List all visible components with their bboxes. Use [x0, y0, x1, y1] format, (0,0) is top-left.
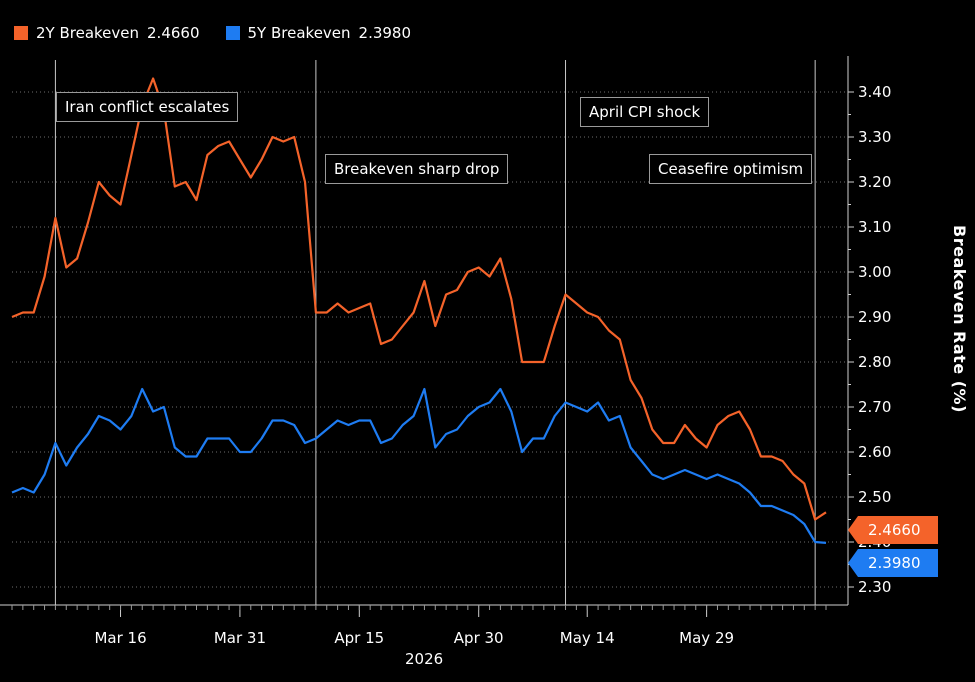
y-tick-label: 3.30 [858, 128, 891, 146]
y-tick-label: 3.20 [858, 173, 891, 191]
annotation-april-cpi: April CPI shock [580, 97, 710, 127]
axes [0, 56, 854, 617]
y-tick-labels: 3.40 3.30 3.20 3.10 3.00 2.90 2.80 2.70 2.60 2.50… [858, 83, 891, 596]
legend-swatch-2y [14, 26, 28, 40]
y-axis-label: Breakeven Rate (%) [950, 225, 969, 413]
series-line-5y [11, 387, 827, 544]
y-tick-label: 3.10 [858, 218, 891, 236]
last-value-tag-2y: 2.4660 [848, 516, 938, 544]
event-lines [54, 60, 816, 605]
y-tick-label: 3.40 [858, 83, 891, 101]
x-tick-label: Apr 15 [334, 629, 384, 647]
legend-value-5y: 2.3980 [358, 24, 412, 42]
series-line-2y [11, 77, 827, 521]
last-value-tag-5y: 2.3980 [848, 549, 938, 577]
legend-name-2y: 2Y Breakeven [36, 24, 140, 42]
x-axis-year: 2026 [405, 650, 444, 668]
x-tick-label: Mar 31 [214, 629, 266, 647]
legend-value-2y: 2.4660 [147, 24, 200, 42]
y-tick-label: 2.30 [858, 578, 891, 596]
series-lines [11, 77, 827, 544]
y-tick-label: 3.00 [858, 263, 891, 281]
x-tick-label: May 29 [679, 629, 734, 647]
y-tick-label: 2.90 [858, 308, 891, 326]
y-tick-label: 2.80 [858, 353, 891, 371]
legend-name-5y: 5Y Breakeven [247, 24, 351, 42]
legend-item-5y: 5Y Breakeven 2.3980 [225, 24, 412, 42]
x-tick-label: May 14 [560, 629, 615, 647]
y-tick-label: 2.70 [858, 398, 891, 416]
x-tick-label: Mar 16 [94, 629, 146, 647]
legend: 2Y Breakeven 2.4660 5Y Breakeven 2.3980 [14, 24, 437, 42]
x-tick-label: Apr 30 [454, 629, 504, 647]
annotation-breakeven-drop: Breakeven sharp drop [325, 154, 509, 184]
y-tick-label: 2.60 [858, 443, 891, 461]
x-tick-labels: Mar 16 Mar 31 Apr 15 Apr 30 May 14 May 29 [94, 629, 734, 647]
annotation-ceasefire: Ceasefire optimism [649, 154, 813, 184]
y-tick-label: 2.50 [858, 488, 891, 506]
annotation-iran-conflict: Iran conflict escalates [56, 92, 239, 122]
legend-item-2y: 2Y Breakeven 2.4660 [14, 24, 200, 42]
legend-swatch-5y [225, 26, 240, 40]
